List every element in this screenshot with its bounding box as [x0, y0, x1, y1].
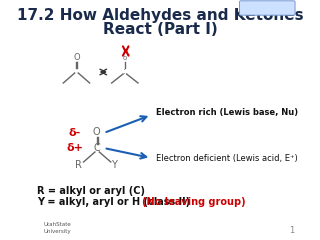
Text: :: :: [124, 67, 126, 77]
Text: R = alkyl or aryl (C): R = alkyl or aryl (C): [37, 186, 145, 196]
FancyBboxPatch shape: [239, 1, 295, 15]
Text: O: O: [93, 127, 100, 137]
Text: Electron rich (Lewis base, Nu): Electron rich (Lewis base, Nu): [156, 108, 298, 118]
Text: React (Part I): React (Part I): [103, 22, 217, 37]
Text: UtahState: UtahState: [44, 222, 72, 227]
Text: Electron deficient (Lewis acid, E⁺): Electron deficient (Lewis acid, E⁺): [156, 154, 297, 162]
Text: University: University: [44, 229, 72, 234]
Text: (No leaving group): (No leaving group): [142, 197, 246, 207]
Text: o: o: [123, 55, 127, 61]
Text: O: O: [73, 54, 80, 62]
Text: Y = alkyl, aryl or H (class II): Y = alkyl, aryl or H (class II): [37, 197, 193, 207]
Text: Y: Y: [111, 160, 117, 170]
Text: C: C: [93, 143, 100, 153]
Text: R: R: [75, 160, 82, 170]
Text: δ-: δ-: [68, 128, 81, 138]
Text: 17.2 How Aldehydes and Ketones: 17.2 How Aldehydes and Ketones: [17, 8, 303, 23]
Text: δ+: δ+: [66, 143, 83, 153]
Text: 1: 1: [289, 226, 294, 235]
Text: -: -: [127, 50, 130, 60]
Text: Main Menu: Main Menu: [250, 6, 284, 11]
